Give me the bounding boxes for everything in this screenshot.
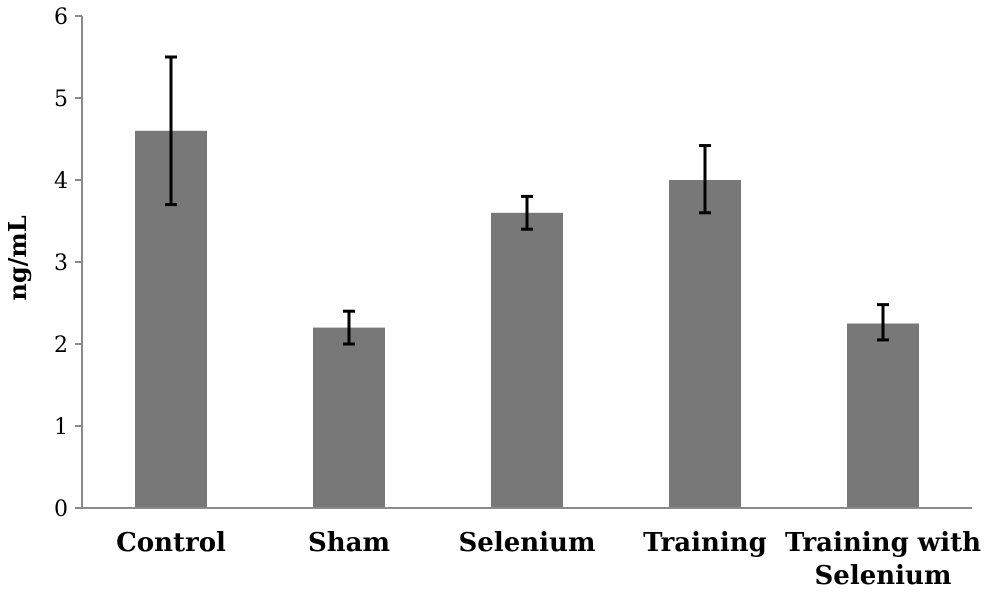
bar [847, 323, 919, 508]
category-label: Training with [785, 528, 981, 558]
y-tick-label: 5 [54, 87, 68, 112]
y-tick-label: 2 [54, 333, 68, 358]
category-label: Selenium [459, 528, 596, 558]
bar [491, 212, 563, 509]
category-label: Selenium [815, 561, 952, 591]
bar [669, 180, 741, 508]
category-label: Sham [308, 528, 390, 558]
y-tick-label: 3 [54, 251, 68, 276]
y-tick-label: 1 [54, 415, 68, 440]
category-label: Control [116, 528, 226, 558]
category-label: Training [643, 528, 767, 558]
y-tick-label: 6 [54, 5, 68, 30]
y-tick-label: 0 [54, 497, 68, 522]
y-axis-title: ng/mL [3, 215, 32, 300]
bar [313, 327, 385, 508]
y-tick-label: 4 [54, 169, 68, 194]
